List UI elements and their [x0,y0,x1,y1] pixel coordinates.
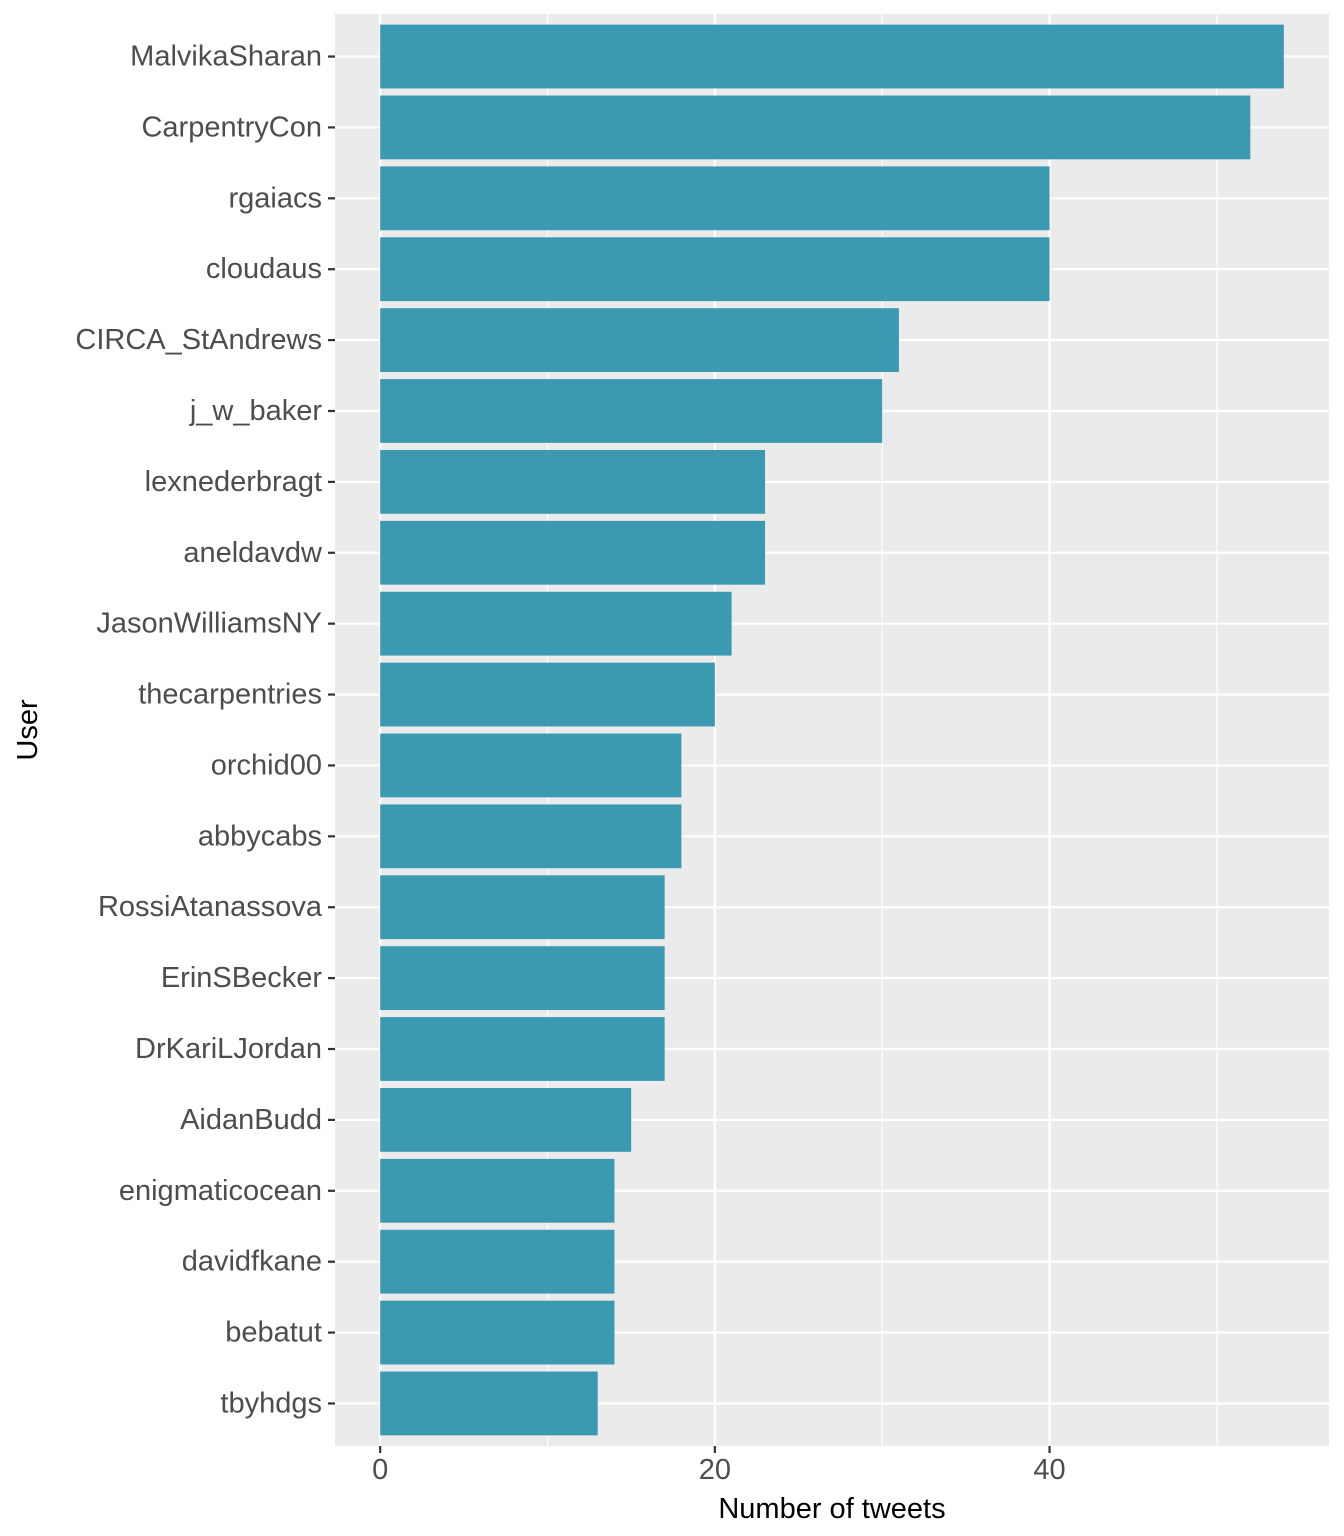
y-tick-label: CarpentryCon [141,111,322,143]
bar [380,946,665,1011]
y-tick-label: davidfkane [182,1246,322,1278]
y-tick-label: bebatut [225,1317,322,1349]
bar [380,875,665,940]
y-tick-label: MalvikaSharan [130,41,322,73]
bar [380,1300,615,1365]
bar [380,804,682,869]
y-tick-label: tbyhdgs [220,1387,322,1419]
y-tick-label: abbycabs [198,820,322,852]
bar [380,1371,598,1436]
bar [380,449,766,514]
bar [380,1229,615,1294]
y-tick-label: DrKariLJordan [135,1033,322,1065]
bar [380,520,766,585]
bar [380,308,899,372]
y-tick-label: ErinSBecker [161,962,323,994]
x-tick-label: 20 [699,1454,731,1486]
y-tick-label: lexnederbragt [145,466,322,498]
bar [380,95,1251,160]
x-tick-label: 40 [1033,1454,1065,1486]
bar [380,166,1050,231]
y-tick-label: rgaiacs [229,182,323,214]
y-tick-label: AidanBudd [180,1104,322,1136]
bar [380,1158,615,1223]
y-tick-label: RossiAtanassova [98,891,323,923]
bar [380,379,883,443]
y-tick-label: cloudaus [206,253,322,285]
bar [380,1088,632,1152]
bars [380,24,1284,1436]
y-tick-label: enigmaticocean [119,1175,322,1207]
y-axis: MalvikaSharan CarpentryCon rgaiacs cloudaus… [75,41,335,1419]
bar [380,733,682,798]
y-tick-label: j_w_baker [189,395,323,427]
y-tick-label: CIRCA_StAndrews [75,324,322,356]
y-tick-label: orchid00 [211,749,322,781]
y-axis-title: User [12,699,44,761]
x-axis: 0 20 40 [372,1446,1066,1486]
bar [380,1017,665,1081]
y-tick-label: JasonWilliamsNY [96,608,322,640]
bar [380,24,1284,89]
x-tick-label: 0 [372,1454,388,1486]
bar [380,237,1050,302]
bar [380,591,732,656]
y-tick-label: aneldavdw [183,537,323,569]
y-tick-label: thecarpentries [138,679,322,711]
x-axis-title: Number of tweets [718,1493,945,1525]
bar [380,662,715,727]
